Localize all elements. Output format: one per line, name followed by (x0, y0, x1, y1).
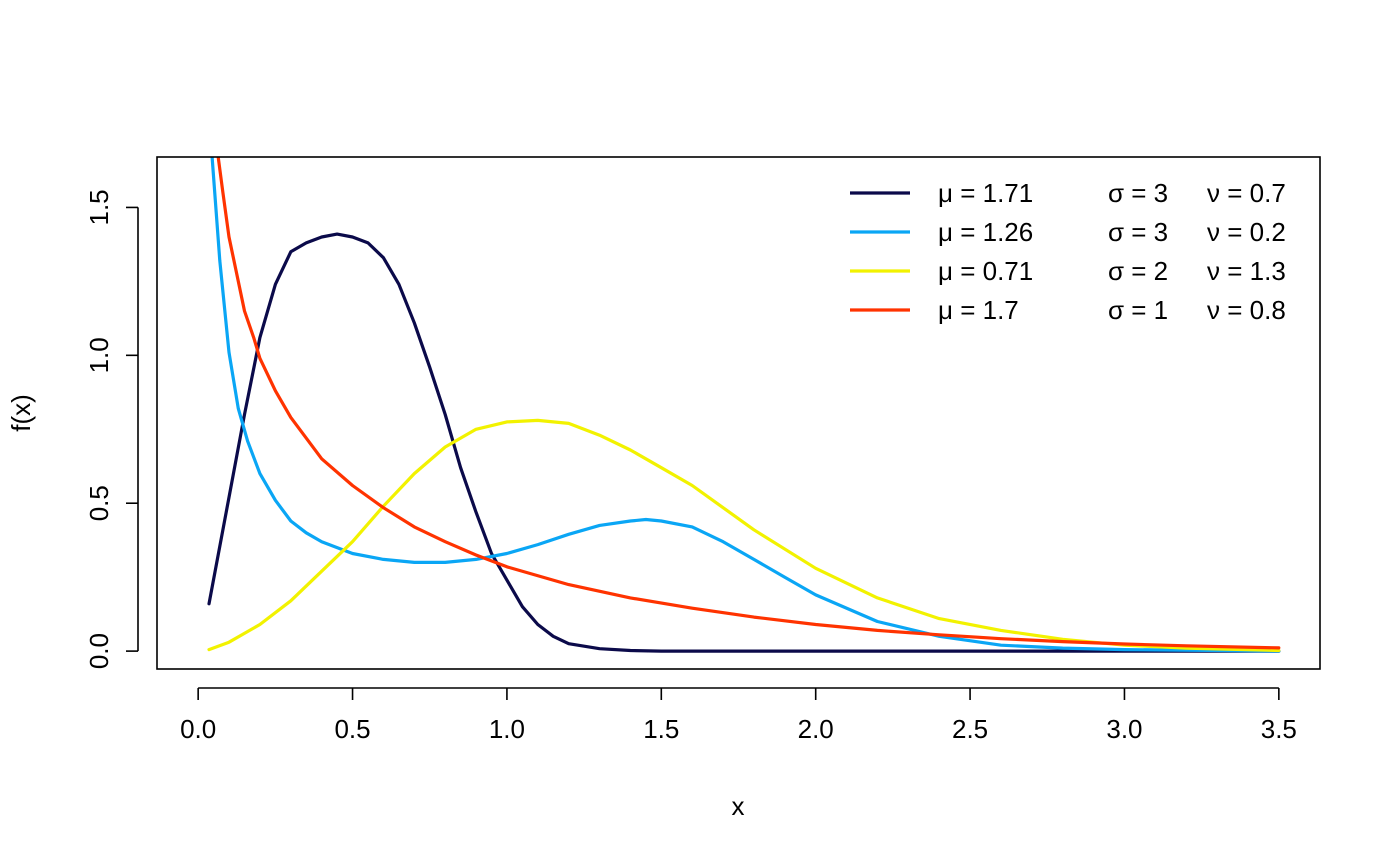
y-tick-label: 1.5 (84, 189, 114, 225)
x-axis-title: x (732, 791, 745, 821)
legend-entry-4: μ = 1.7 σ = 1 ν = 0.8 (850, 295, 1286, 325)
series-layer (207, 157, 1281, 653)
legend-sigma-label: σ = 2 (1108, 256, 1168, 286)
legend: μ = 1.71 σ = 3 ν = 0.7 μ = 1.26 σ = 3 ν = 0.2… (850, 178, 1286, 325)
legend-entry-1: μ = 1.71 σ = 3 ν = 0.7 (850, 178, 1286, 208)
x-tick-label: 1.5 (643, 714, 679, 744)
y-axis-title: f(x) (6, 394, 36, 432)
series-line-2 (210, 157, 1281, 653)
x-tick-label: 0.5 (334, 714, 370, 744)
legend-mu-label: μ = 0.71 (938, 256, 1033, 286)
legend-nu-label: ν = 1.3 (1207, 256, 1286, 286)
x-tick-label: 0.0 (180, 714, 216, 744)
legend-sigma-label: σ = 3 (1108, 217, 1168, 247)
legend-nu-label: ν = 0.7 (1207, 178, 1286, 208)
legend-mu-label: μ = 1.71 (938, 178, 1033, 208)
legend-entry-3: μ = 0.71 σ = 2 ν = 1.3 (850, 256, 1286, 286)
series-line-1 (207, 232, 1281, 653)
x-tick-label: 2.5 (952, 714, 988, 744)
plot-frame (156, 156, 1321, 670)
y-tick-label: 0.0 (84, 633, 114, 669)
y-tick-label: 0.5 (84, 485, 114, 521)
x-tick-label: 1.0 (489, 714, 525, 744)
x-tick-label: 2.0 (798, 714, 834, 744)
y-axis: 0.0 0.5 1.0 1.5 (84, 189, 139, 669)
x-tick-label: 3.5 (1261, 714, 1297, 744)
series-line-4 (216, 157, 1281, 650)
x-tick-label: 3.0 (1106, 714, 1142, 744)
series-line-3 (207, 418, 1281, 653)
legend-sigma-label: σ = 3 (1108, 178, 1168, 208)
legend-nu-label: ν = 0.8 (1207, 295, 1286, 325)
legend-mu-label: μ = 1.7 (938, 295, 1019, 325)
legend-mu-label: μ = 1.26 (938, 217, 1033, 247)
legend-entry-2: μ = 1.26 σ = 3 ν = 0.2 (850, 217, 1286, 247)
x-axis: 0.0 0.5 1.0 1.5 2.0 2.5 3.0 3.5 (180, 687, 1297, 744)
y-tick-label: 1.0 (84, 337, 114, 373)
legend-nu-label: ν = 0.2 (1207, 217, 1286, 247)
legend-sigma-label: σ = 1 (1108, 295, 1168, 325)
